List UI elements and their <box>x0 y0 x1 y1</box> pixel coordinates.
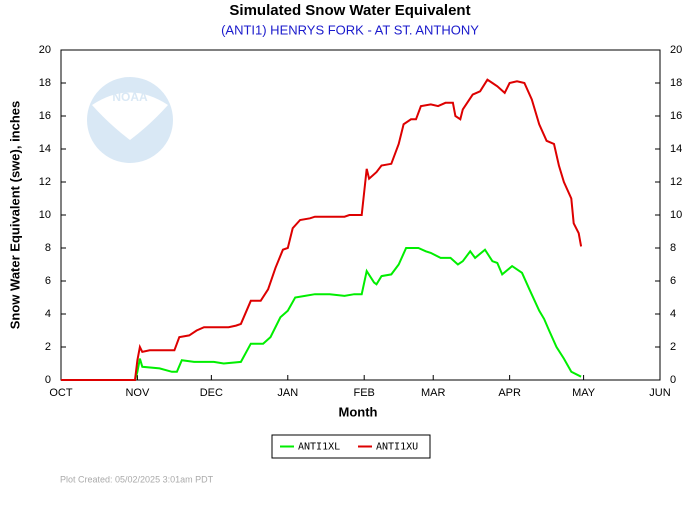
y-tick-label-right: 8 <box>670 242 676 254</box>
x-tick-label: NOV <box>125 387 150 399</box>
x-tick-label: APR <box>498 387 521 399</box>
y-tick-label-right: 4 <box>670 308 676 320</box>
logo-circle <box>87 77 173 163</box>
x-tick-label: MAY <box>572 387 596 399</box>
y-tick-label-right: 16 <box>670 110 682 122</box>
y-tick-label: 10 <box>39 209 51 221</box>
y-tick-label: 2 <box>45 341 51 353</box>
x-tick-label: OCT <box>49 387 73 399</box>
y-tick-label: 4 <box>45 308 51 320</box>
y-tick-label: 12 <box>39 176 51 188</box>
footnote: Plot Created: 05/02/2025 3:01am PDT <box>60 474 214 484</box>
y-tick-label-right: 14 <box>670 143 682 155</box>
y-tick-label: 16 <box>39 110 51 122</box>
y-tick-label-right: 2 <box>670 341 676 353</box>
y-tick-label-right: 0 <box>670 374 676 386</box>
y-tick-label: 18 <box>39 77 51 89</box>
y-axis-title: Snow Water Equivalent (swe), inches <box>7 101 22 330</box>
y-tick-label-right: 20 <box>670 44 682 56</box>
y-tick-label-right: 18 <box>670 77 682 89</box>
legend-box <box>271 434 431 459</box>
x-tick-label: JAN <box>277 387 298 399</box>
y-tick-label: 0 <box>45 374 51 386</box>
y-tick-label-right: 10 <box>670 209 682 221</box>
x-tick-label: JUN <box>649 387 670 399</box>
x-tick-label: FEB <box>353 387 374 399</box>
series-line <box>61 247 582 381</box>
x-tick-label: MAR <box>421 387 446 399</box>
chart-subtitle: (ANTI1) HENRYS FORK - AT ST. ANTHONY <box>221 22 479 37</box>
legend-label: ANTI1XL <box>298 442 340 453</box>
logo: NOAA <box>87 77 173 163</box>
y-tick-label-right: 6 <box>670 275 676 287</box>
y-tick-label: 6 <box>45 275 51 287</box>
y-tick-label-right: 12 <box>670 176 682 188</box>
logo-bird <box>92 92 168 140</box>
chart-title: Simulated Snow Water Equivalent <box>229 2 470 19</box>
logo-text: NOAA <box>112 90 148 104</box>
series-line <box>61 78 583 381</box>
y-tick-label: 8 <box>45 242 51 254</box>
legend-label: ANTI1XU <box>376 442 418 453</box>
y-tick-label: 20 <box>39 44 51 56</box>
y-tick-label: 14 <box>39 143 51 155</box>
x-tick-label: DEC <box>200 387 223 399</box>
x-axis-title: Month <box>339 404 378 419</box>
